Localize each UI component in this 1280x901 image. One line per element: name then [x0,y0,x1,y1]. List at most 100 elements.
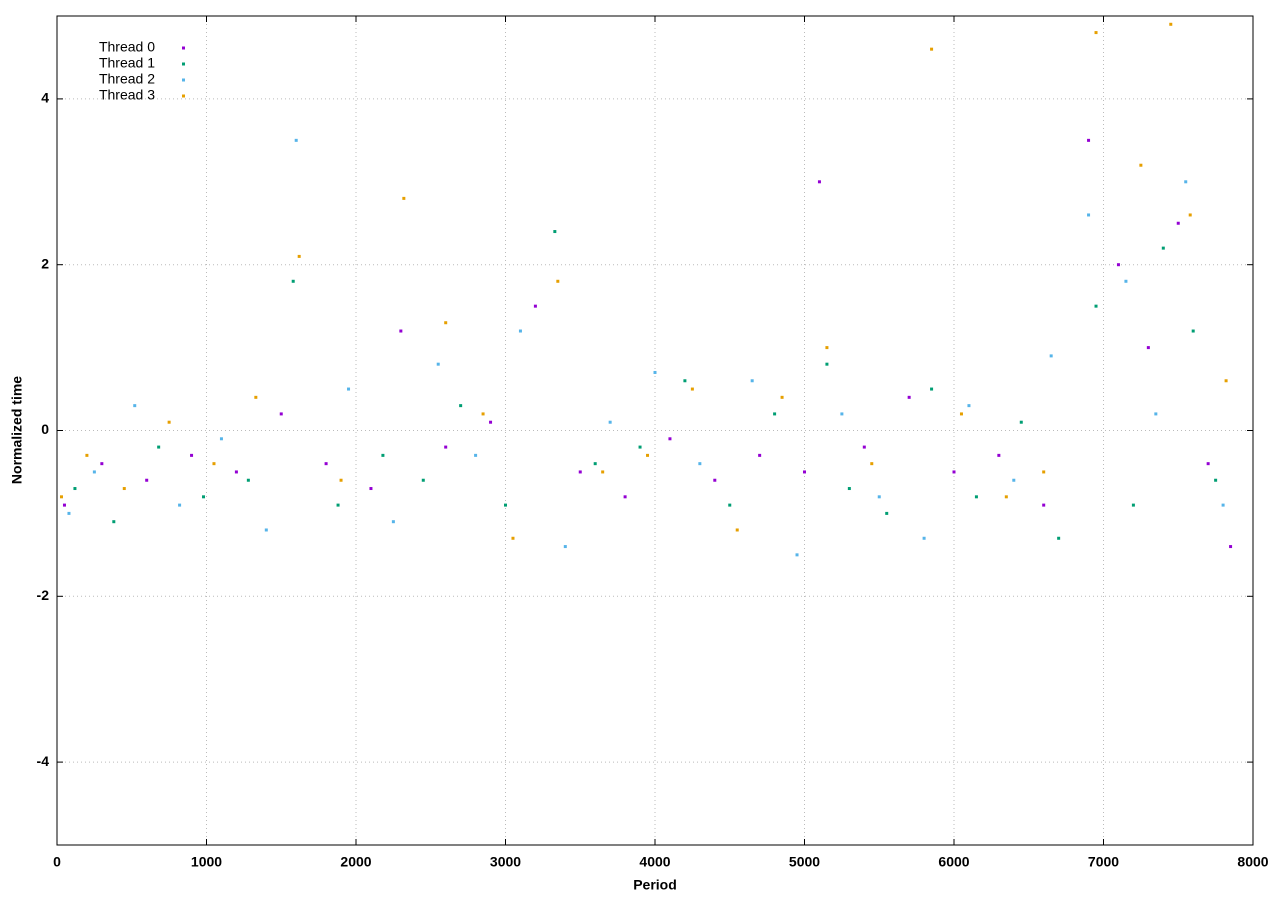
point [825,346,829,350]
point [402,196,406,200]
y-tick-label: 0 [41,421,49,437]
x-tick-label: 4000 [639,854,670,870]
point [735,528,739,532]
y-tick-label: -4 [37,753,50,769]
point [1094,31,1098,35]
point [1094,304,1098,308]
point [840,412,844,416]
point [1176,221,1180,225]
point [690,387,694,391]
point [202,495,206,499]
point [773,412,777,416]
point [347,387,351,391]
point [907,395,911,399]
legend-marker [182,94,185,98]
point [698,462,702,466]
point [92,470,96,474]
point [668,437,672,441]
point [381,453,385,457]
point [1214,478,1218,482]
point [556,279,560,283]
point [1161,246,1165,250]
point [1019,420,1023,424]
plot-frame [56,15,1254,846]
point [511,536,515,540]
point [997,453,1001,457]
point [459,404,463,408]
x-tick-label: 0 [53,854,61,870]
point [474,453,478,457]
legend-label: Thread 3 [99,87,155,103]
point [122,487,126,491]
legend-label: Thread 2 [99,71,155,87]
point [1146,346,1150,350]
point [1012,478,1016,482]
point [112,520,116,524]
point [324,462,328,466]
point [369,487,373,491]
point [59,495,63,499]
point [1188,213,1192,217]
point [444,445,448,449]
point [212,462,216,466]
y-tick-label: 4 [41,90,49,106]
point [870,462,874,466]
x-tick-label: 7000 [1088,854,1119,870]
point [504,503,507,507]
point [653,370,657,374]
point [67,511,71,515]
point [683,379,687,383]
point [481,412,485,416]
point [608,420,612,424]
point [294,138,298,142]
y-tick-label: 2 [41,255,49,271]
point [391,520,395,524]
point [930,387,934,391]
point [279,412,283,416]
legend-label: Thread 1 [99,55,155,71]
point [1087,138,1091,142]
point [421,478,425,482]
x-tick-label: 6000 [938,854,969,870]
point [399,329,403,333]
y-tick-label: -2 [37,587,50,603]
point [825,362,829,366]
point [877,495,881,499]
point [803,470,806,474]
point [254,395,258,399]
point [533,304,537,308]
point [133,404,137,408]
point [246,478,250,482]
point [817,180,821,184]
x-tick-label: 5000 [789,854,820,870]
legend-marker [182,46,185,50]
point [623,495,627,499]
point [100,462,104,466]
point [593,462,597,466]
point [1169,22,1173,26]
point [1191,329,1195,333]
point [922,536,926,540]
point [646,453,650,457]
point [553,230,557,234]
point [234,470,238,474]
x-tick-label: 3000 [490,854,521,870]
point [930,47,934,51]
y-axis-label: Normalized time [9,376,25,484]
point [563,545,567,549]
point [1139,163,1143,167]
point [713,478,717,482]
x-tick-label: 1000 [191,854,222,870]
point [1057,536,1061,540]
point [339,478,343,482]
point [1042,470,1046,474]
legend-marker [182,62,185,66]
point [750,379,754,383]
point [1004,495,1008,499]
point [959,412,963,416]
point [1229,545,1233,549]
point [436,362,440,366]
point [780,395,784,399]
point [85,453,89,457]
point [862,445,866,449]
